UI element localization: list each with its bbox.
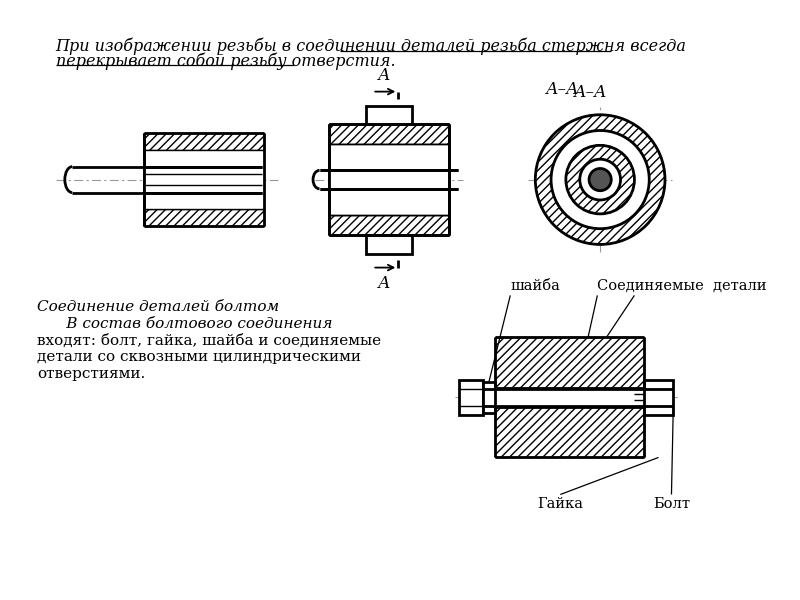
Text: А–А: А–А	[546, 81, 580, 98]
Bar	[495, 407, 644, 457]
Circle shape	[551, 131, 649, 228]
Bar	[329, 124, 449, 145]
Wedge shape	[535, 115, 665, 244]
Text: При изображении резьбы в соединении деталей резьба стержня всегда: При изображении резьбы в соединении дета…	[55, 38, 686, 55]
Text: отверстиями.: отверстиями.	[37, 367, 146, 380]
Circle shape	[589, 169, 611, 191]
Text: входят: болт, гайка, шайба и соединяемые: входят: болт, гайка, шайба и соединяемые	[37, 334, 381, 347]
Text: перекрывает собой резьбу отверстия.: перекрывает собой резьбу отверстия.	[55, 53, 395, 70]
Bar	[459, 380, 482, 415]
Bar	[366, 235, 412, 254]
Bar	[329, 145, 449, 215]
Text: А–А: А–А	[574, 84, 608, 101]
Text: детали со сквозными цилиндрическими: детали со сквозными цилиндрическими	[37, 350, 361, 364]
Text: Соединяемые  детали: Соединяемые детали	[598, 278, 767, 293]
Bar	[366, 106, 412, 124]
Bar	[330, 171, 448, 188]
Circle shape	[580, 160, 620, 200]
Bar	[495, 389, 644, 406]
Text: А: А	[378, 67, 390, 84]
Text: Болт: Болт	[653, 497, 690, 511]
Text: шайба: шайба	[510, 278, 560, 293]
Text: В состав болтового соединения: В состав болтового соединения	[37, 317, 333, 331]
Bar	[644, 380, 674, 415]
Bar	[143, 209, 264, 226]
Text: А: А	[378, 275, 390, 292]
Bar	[143, 150, 264, 209]
Bar	[329, 215, 449, 235]
Text: Гайка: Гайка	[538, 497, 583, 511]
Bar	[482, 382, 495, 413]
Bar	[143, 133, 264, 150]
Text: Соединение деталей болтом: Соединение деталей болтом	[37, 300, 279, 314]
Bar	[495, 337, 644, 388]
Wedge shape	[566, 145, 634, 214]
Bar	[145, 167, 263, 192]
